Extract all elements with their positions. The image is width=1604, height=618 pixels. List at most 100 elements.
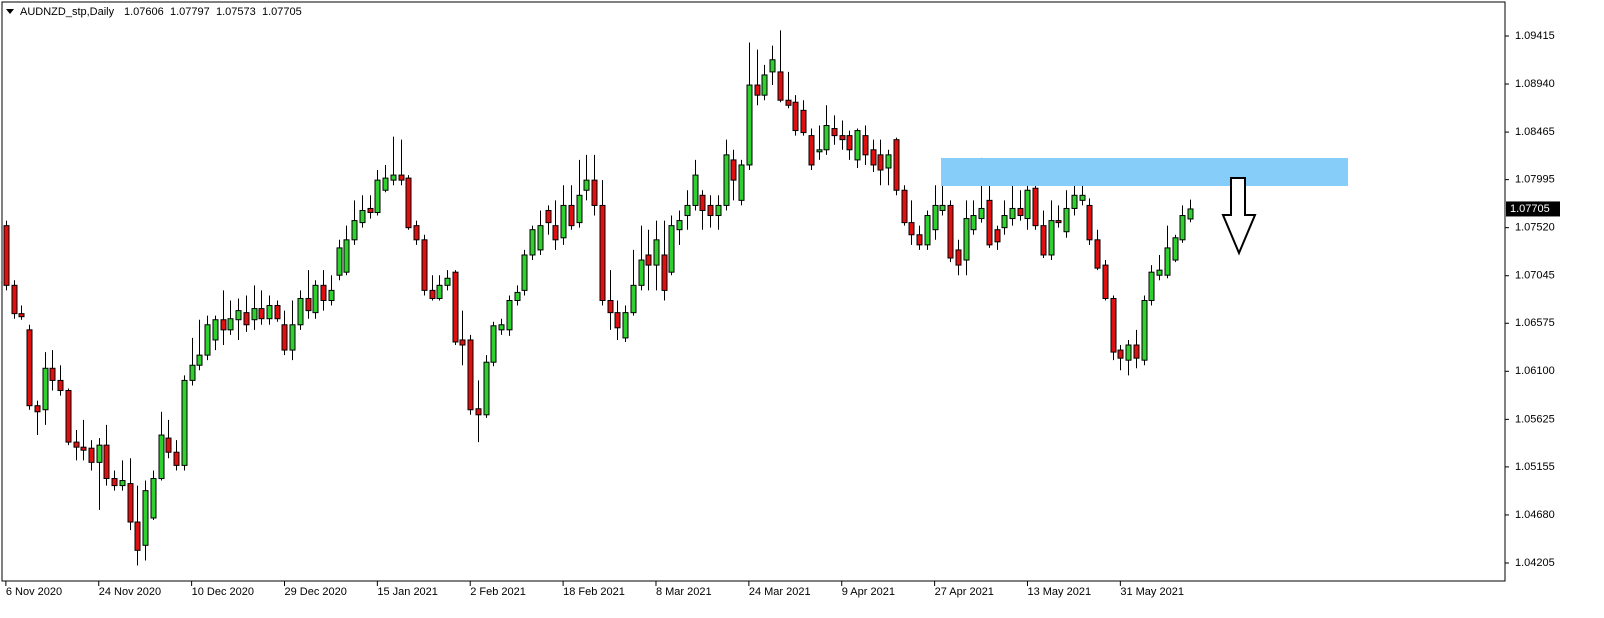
candle-body xyxy=(676,220,683,231)
candle-body xyxy=(150,478,157,519)
x-tick-label: 9 Apr 2021 xyxy=(842,586,895,598)
candle-body xyxy=(839,135,846,141)
candle-body xyxy=(1102,264,1109,299)
candle-body xyxy=(568,204,575,227)
candle-body xyxy=(382,177,389,191)
candle-body xyxy=(343,239,350,273)
candle-body xyxy=(421,239,428,291)
candle-body xyxy=(405,177,412,229)
plot-frame xyxy=(1,1,1506,582)
candle-body xyxy=(212,319,219,341)
candle-body xyxy=(42,367,49,411)
candle-body xyxy=(173,451,180,466)
candle-body xyxy=(808,135,815,166)
candle-body xyxy=(1094,239,1101,269)
candle-body xyxy=(1017,207,1024,217)
candle-body xyxy=(1117,349,1124,359)
candle-body xyxy=(498,324,505,331)
candle-body xyxy=(653,239,660,266)
x-tick-label: 27 Apr 2021 xyxy=(935,586,994,598)
candle-body xyxy=(96,444,103,463)
candle-body xyxy=(978,207,985,220)
y-tick-label: 1.06100 xyxy=(1515,365,1555,377)
candle-body xyxy=(730,159,737,181)
candle-body xyxy=(622,312,629,339)
candle-body xyxy=(11,284,18,315)
candle-body xyxy=(816,149,823,153)
candle-body xyxy=(545,209,552,224)
candle-body xyxy=(65,390,72,443)
candle-body xyxy=(862,135,869,156)
candle-body xyxy=(514,291,521,302)
candle-body xyxy=(947,204,954,259)
candle-body xyxy=(1179,215,1186,241)
candle-body xyxy=(1055,220,1062,224)
candle-body xyxy=(258,308,265,320)
candle-body xyxy=(475,408,482,416)
candle-body xyxy=(251,308,258,321)
candle-body xyxy=(831,128,838,137)
candle-body xyxy=(870,149,877,166)
x-tick-label: 24 Nov 2020 xyxy=(99,586,161,598)
candle-body xyxy=(1141,300,1148,361)
candle-body xyxy=(599,204,606,302)
candle-body xyxy=(1079,194,1086,201)
candle-body xyxy=(955,249,962,266)
candle-body xyxy=(630,284,637,314)
ohlc-close: 1.07705 xyxy=(262,6,302,18)
candle-body xyxy=(723,154,730,206)
down-arrow xyxy=(1221,177,1257,256)
candle-body xyxy=(1032,187,1039,227)
candle-body xyxy=(204,324,211,356)
candle-body xyxy=(529,229,536,256)
y-tick-label: 1.07520 xyxy=(1515,222,1555,234)
candle-body xyxy=(436,284,443,299)
candle-body xyxy=(374,179,381,213)
candle-body xyxy=(220,319,227,331)
candle-body xyxy=(181,379,188,466)
candle-body xyxy=(1086,204,1093,241)
candle-body xyxy=(289,324,296,351)
candle-body xyxy=(738,164,745,201)
candle-body xyxy=(165,437,172,453)
y-tick-label: 1.05625 xyxy=(1515,413,1555,425)
candle-body xyxy=(1125,344,1132,361)
candle-body xyxy=(1009,207,1016,220)
candle-body xyxy=(792,101,799,132)
x-tick-label: 6 Nov 2020 xyxy=(6,586,62,598)
y-tick-label: 1.08465 xyxy=(1515,126,1555,138)
candle-body xyxy=(769,59,776,73)
candle-body xyxy=(684,204,691,217)
candle-body xyxy=(885,154,892,169)
candle-body xyxy=(1071,194,1078,209)
candle-body xyxy=(901,189,908,224)
candle-body xyxy=(142,490,149,546)
x-tick-label: 15 Jan 2021 xyxy=(377,586,438,598)
candle-body xyxy=(754,84,761,96)
x-tick-label: 29 Dec 2020 xyxy=(284,586,346,598)
y-tick-label: 1.07995 xyxy=(1515,174,1555,186)
candle-body xyxy=(26,329,33,407)
candle-body xyxy=(583,179,590,191)
candle-body xyxy=(119,480,126,487)
x-tick-label: 10 Dec 2020 xyxy=(192,586,254,598)
symbol-title: AUDNZD_stp,Daily xyxy=(20,6,115,18)
candle-body xyxy=(854,130,861,161)
candle-body xyxy=(800,109,807,134)
candle-body xyxy=(243,312,250,326)
candle-body xyxy=(73,441,80,448)
candle-body xyxy=(521,254,528,291)
candle-body xyxy=(746,84,753,166)
candle-body xyxy=(305,297,312,312)
candle-body xyxy=(281,324,288,351)
candle-body xyxy=(1148,271,1155,302)
candle-body xyxy=(1187,208,1194,220)
ohlc-low: 1.07573 xyxy=(216,6,256,18)
price-label: 1.07705 xyxy=(1510,203,1550,215)
candle-body xyxy=(227,318,234,331)
candle-body xyxy=(707,204,714,217)
candle-body xyxy=(158,434,165,480)
candle-body xyxy=(459,339,466,346)
candle-body xyxy=(1164,247,1171,276)
